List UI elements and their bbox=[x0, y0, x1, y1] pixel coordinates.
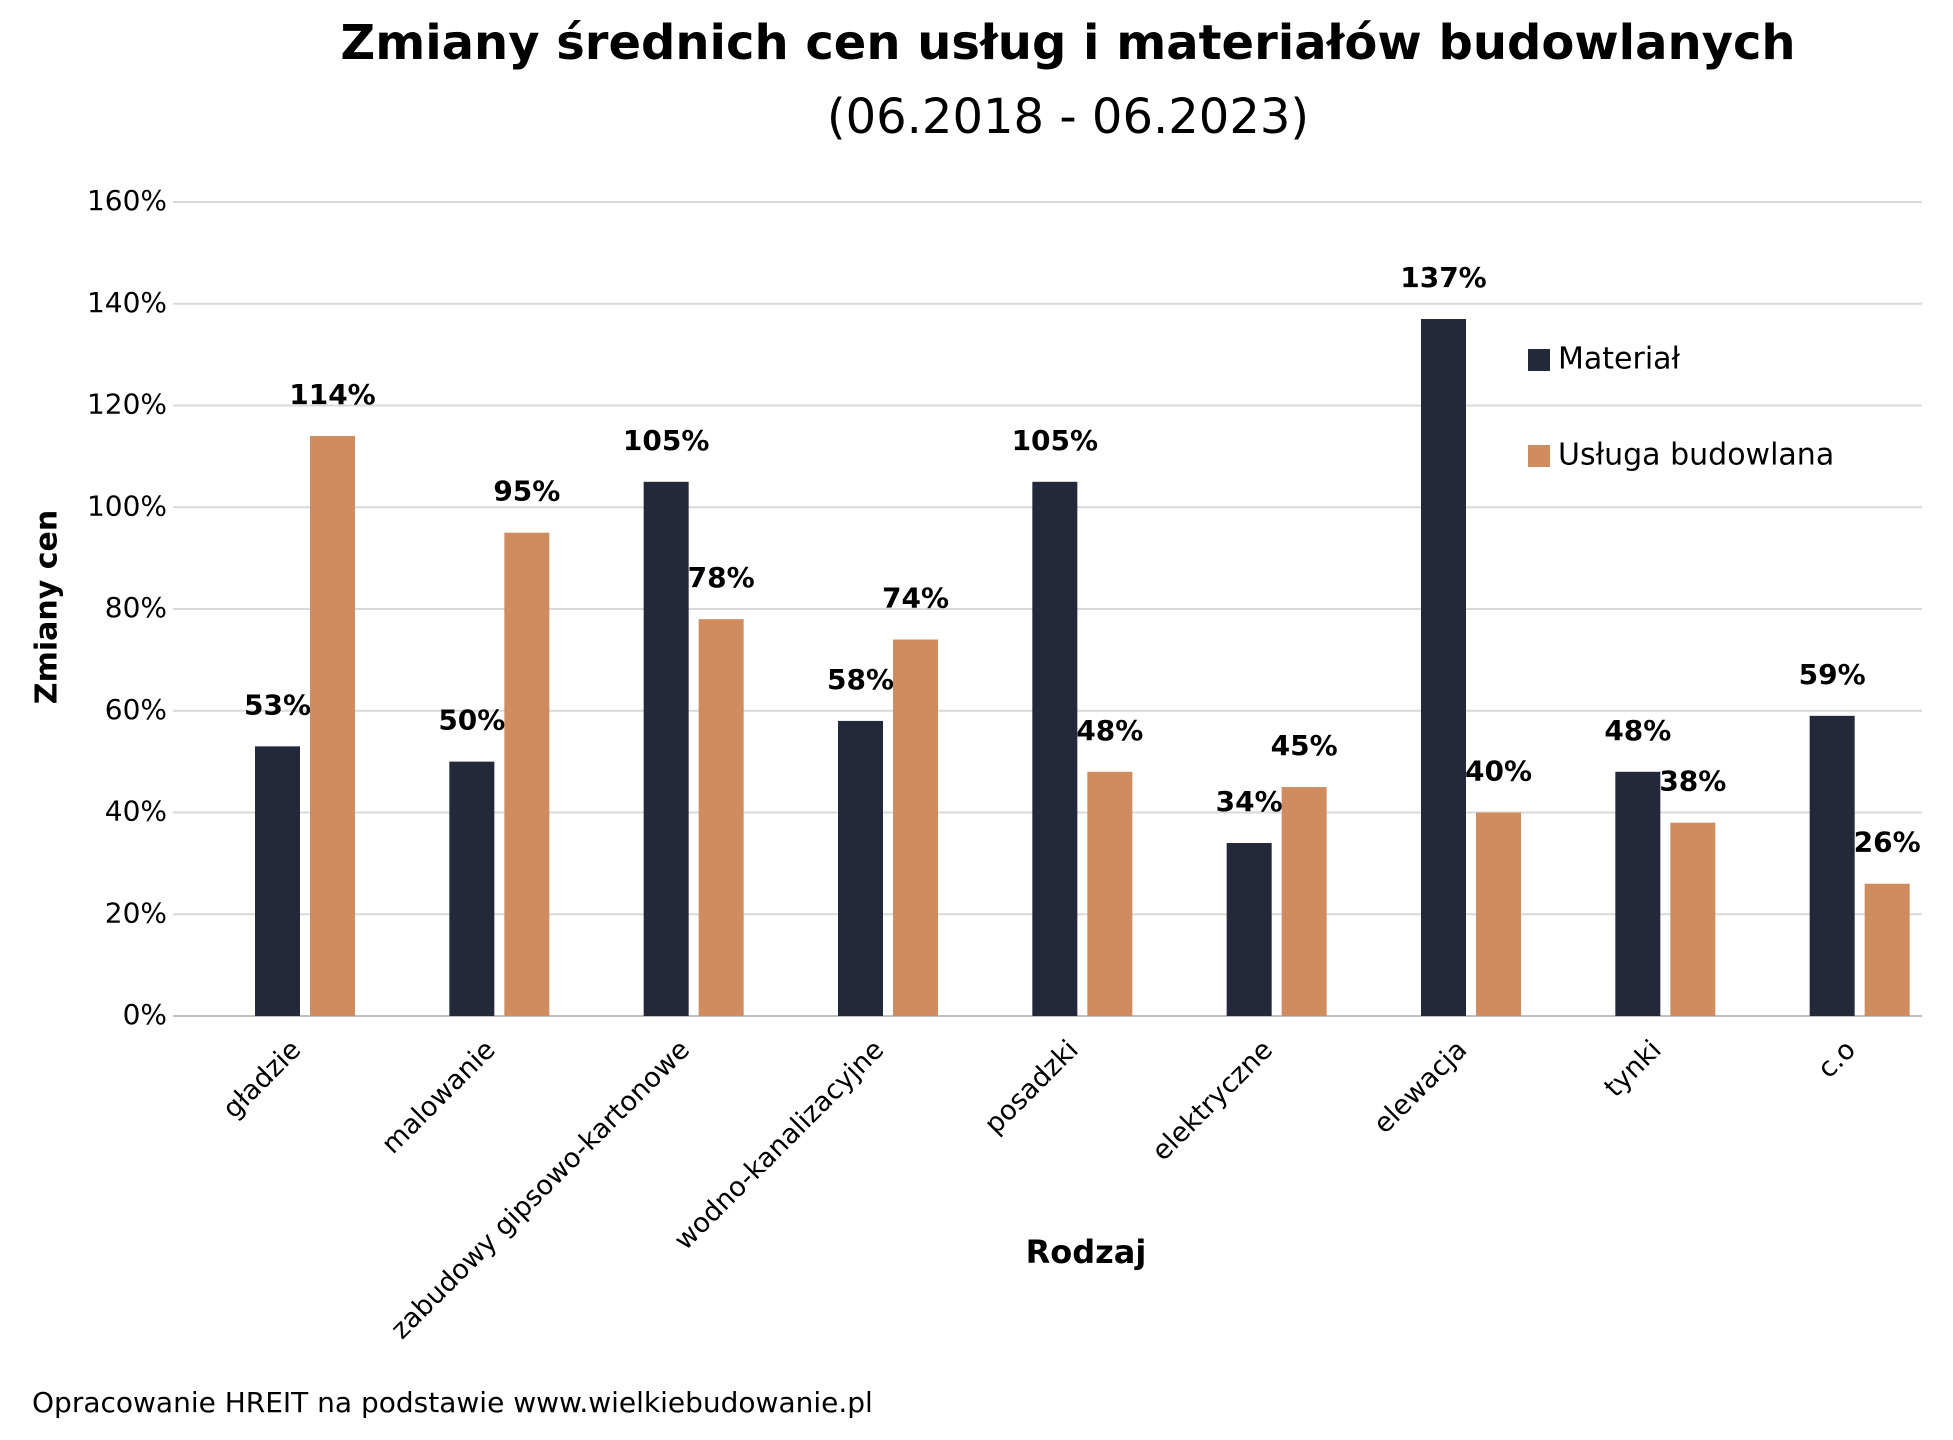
data-label: 38% bbox=[1659, 765, 1726, 798]
y-tick-label: 20% bbox=[105, 896, 167, 929]
chart-subtitle: (06.2018 - 06.2023) bbox=[827, 89, 1309, 145]
chart-title: Zmiany średnich cen usług i materiałów b… bbox=[340, 15, 1795, 71]
data-label: 40% bbox=[1465, 755, 1532, 788]
data-label: 105% bbox=[1012, 424, 1099, 457]
data-label: 95% bbox=[493, 475, 560, 508]
bar bbox=[1615, 771, 1661, 1016]
data-label: 78% bbox=[688, 561, 755, 594]
y-tick-label: 120% bbox=[87, 388, 167, 421]
legend-swatch bbox=[1528, 349, 1550, 371]
legend-label: Usługa budowlana bbox=[1558, 438, 1834, 473]
data-label: 34% bbox=[1216, 785, 1283, 818]
y-tick-label: 80% bbox=[105, 591, 167, 624]
data-label: 59% bbox=[1799, 658, 1866, 691]
data-label: 53% bbox=[244, 688, 311, 721]
data-label: 26% bbox=[1854, 826, 1921, 859]
bar bbox=[310, 436, 355, 1016]
bar bbox=[1281, 787, 1327, 1016]
bar bbox=[1809, 715, 1855, 1016]
data-label: 74% bbox=[882, 582, 949, 615]
bar bbox=[449, 761, 495, 1016]
legend-swatch bbox=[1528, 445, 1550, 467]
bar bbox=[504, 532, 550, 1016]
y-tick-label: 160% bbox=[87, 184, 167, 217]
bar bbox=[838, 720, 883, 1016]
data-label: 137% bbox=[1400, 261, 1487, 294]
data-label: 114% bbox=[289, 378, 376, 411]
bar bbox=[1087, 771, 1133, 1016]
x-axis-title: Rodzaj bbox=[1026, 1233, 1147, 1271]
data-label: 58% bbox=[827, 663, 894, 696]
bar bbox=[1670, 822, 1716, 1016]
y-tick-label: 100% bbox=[87, 489, 167, 522]
data-label: 45% bbox=[1271, 729, 1338, 762]
legend-label: Materiał bbox=[1558, 342, 1681, 377]
y-tick-label: 60% bbox=[105, 693, 167, 726]
bar bbox=[255, 746, 300, 1016]
bar bbox=[1421, 319, 1466, 1016]
y-tick-label: 140% bbox=[87, 286, 167, 319]
bar bbox=[643, 481, 689, 1016]
data-label: 50% bbox=[438, 704, 505, 737]
data-label: 105% bbox=[623, 424, 710, 457]
y-tick-label: 0% bbox=[123, 998, 167, 1031]
bar bbox=[1864, 883, 1910, 1016]
bar bbox=[1032, 481, 1078, 1016]
bar bbox=[1226, 843, 1272, 1016]
bar bbox=[698, 619, 744, 1016]
source-note: Opracowanie HREIT na podstawie www.wielk… bbox=[32, 1386, 873, 1419]
data-label: 48% bbox=[1604, 714, 1671, 747]
data-label: 48% bbox=[1076, 714, 1143, 747]
y-axis-title: Zmiany cen bbox=[30, 510, 65, 704]
y-tick-label: 40% bbox=[105, 795, 167, 828]
bar bbox=[1476, 812, 1521, 1016]
bar bbox=[893, 639, 938, 1016]
